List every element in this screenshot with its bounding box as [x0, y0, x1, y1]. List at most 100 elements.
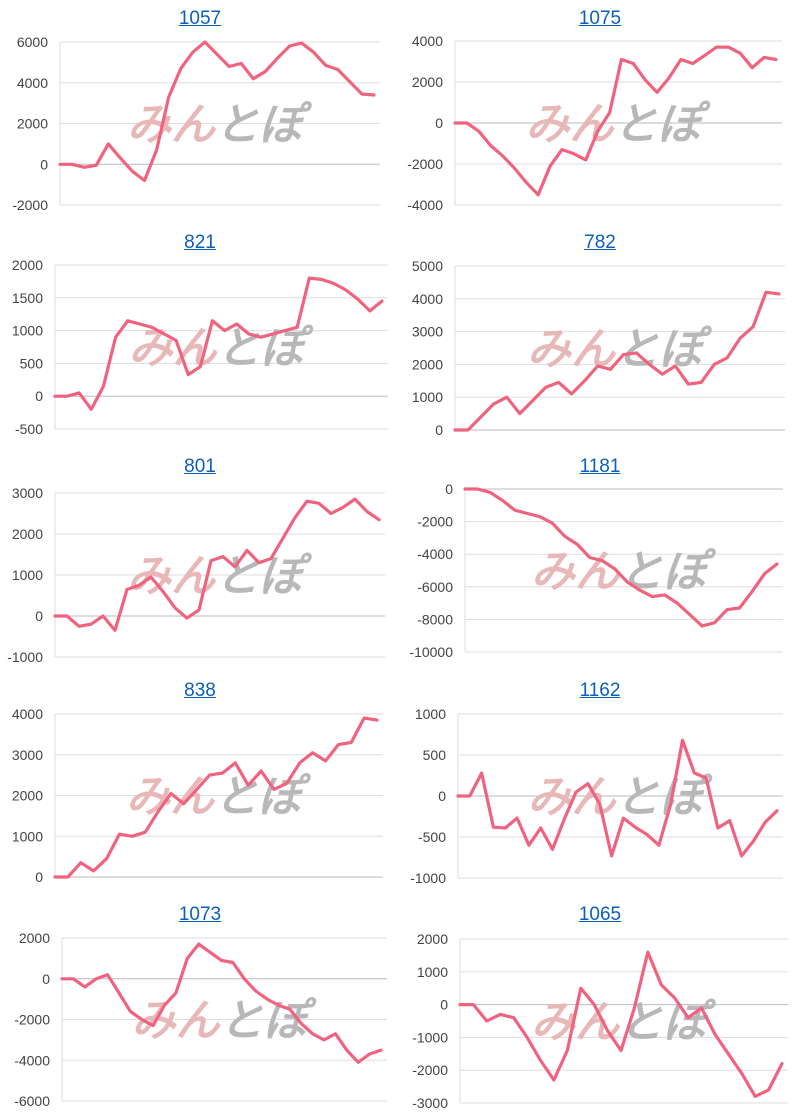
data-point [777, 292, 781, 296]
chart-title-link[interactable]: 1162 [579, 680, 621, 701]
data-point [272, 788, 276, 791]
data-point [296, 326, 299, 329]
data-point [557, 381, 560, 384]
data-point [740, 854, 743, 858]
data-point [209, 559, 213, 562]
data-point [667, 76, 671, 80]
series-line [53, 497, 381, 632]
chart-panel-1073: 1073 2000 0 -2000 -4000 -6000 みんとぽ [0, 896, 400, 1120]
chart-title-link[interactable]: 1065 [578, 904, 622, 925]
data-point [199, 365, 202, 368]
data-point [195, 788, 198, 791]
data-point [691, 62, 694, 65]
data-point [173, 606, 177, 609]
y-tick-label: 0 [435, 422, 443, 438]
data-point [324, 64, 327, 67]
data-point [525, 181, 528, 184]
data-point [551, 522, 554, 525]
watermark-logo: みんとぽ [528, 772, 714, 823]
data-point [468, 794, 471, 798]
chart-svg: 5000 4000 3000 2000 1000 0 みんとぽ [412, 258, 785, 438]
data-point [610, 854, 613, 858]
y-tick-label: -1000 [7, 649, 43, 665]
data-point [570, 392, 573, 396]
data-point [324, 759, 327, 763]
data-point [586, 782, 590, 785]
y-tick-label: 4000 [412, 33, 443, 49]
data-point [645, 833, 649, 836]
y-tick-label: 0 [35, 388, 43, 404]
data-point [713, 363, 716, 366]
data-point [472, 1003, 475, 1006]
y-tick-label: 3000 [12, 485, 43, 501]
chart-title-link[interactable]: 782 [584, 232, 616, 253]
data-point [504, 826, 507, 830]
data-point [208, 773, 211, 777]
y-tick-label: 500 [20, 355, 44, 371]
chart-panel-1065: 1065 2000 1000 0 -1000 -2000 -3000 みんとぽ [400, 896, 800, 1120]
data-point [375, 718, 379, 722]
data-point [566, 1049, 569, 1052]
chart-svg: 1000 500 0 -500 -1000 みんとぽ [410, 706, 783, 886]
data-point [300, 41, 303, 45]
data-point [234, 761, 237, 765]
y-tick-label: 0 [40, 156, 48, 172]
data-point [353, 497, 357, 501]
data-point [79, 861, 83, 864]
data-point [673, 996, 676, 1000]
data-point [169, 792, 173, 795]
watermark-logo: みんとぽ [126, 772, 312, 823]
data-point [186, 957, 189, 960]
data-point [107, 142, 110, 146]
data-point [660, 983, 663, 987]
data-point [560, 148, 564, 151]
chart-svg: 2000 1500 1000 500 0 -500 みんとぽ [12, 257, 388, 437]
y-tick-label: 2000 [17, 116, 48, 132]
data-point [700, 381, 703, 384]
data-point [197, 608, 201, 612]
data-point [66, 875, 70, 879]
data-point [372, 93, 376, 97]
data-point [598, 803, 601, 806]
data-point [231, 961, 235, 964]
data-point [345, 1048, 348, 1052]
data-point [77, 625, 81, 628]
chart-title-link[interactable]: 1181 [579, 456, 621, 477]
chart-title-link[interactable]: 1075 [578, 8, 622, 29]
chart-title-link[interactable]: 821 [184, 232, 216, 253]
data-point [596, 364, 599, 368]
data-point [245, 549, 249, 552]
data-point [235, 322, 238, 326]
chart-svg: 0 -2000 -4000 -6000 -8000 -10000 みんとぽ [409, 481, 783, 660]
data-point [593, 1003, 596, 1006]
data-point [161, 590, 165, 593]
data-point [644, 78, 647, 82]
data-point [727, 45, 730, 49]
data-point [208, 951, 212, 954]
y-tick-label: 3000 [12, 747, 43, 763]
data-point [317, 502, 321, 505]
data-point [288, 44, 291, 48]
data-point [458, 1003, 462, 1006]
chart-title-link[interactable]: 838 [184, 680, 216, 701]
chart-title-link[interactable]: 1073 [178, 904, 222, 925]
data-point [501, 154, 504, 157]
data-point [740, 1072, 743, 1075]
data-point [674, 364, 677, 368]
data-point [480, 771, 483, 775]
chart-title-link[interactable]: 1057 [178, 8, 222, 29]
chart-svg: 6000 4000 2000 0 -2000 みんとぽ [12, 34, 380, 213]
y-tick-label: -2000 [417, 514, 453, 530]
data-point [368, 309, 372, 313]
data-point [83, 166, 86, 169]
y-tick-label: 500 [423, 747, 447, 763]
chart-title-link[interactable]: 801 [184, 456, 216, 477]
data-point [78, 391, 81, 395]
y-tick-label: -1000 [412, 1029, 448, 1045]
data-point [563, 535, 566, 538]
data-point [513, 166, 516, 170]
data-point [679, 58, 683, 61]
data-point [187, 373, 190, 376]
y-tick-label: 1000 [412, 389, 443, 405]
